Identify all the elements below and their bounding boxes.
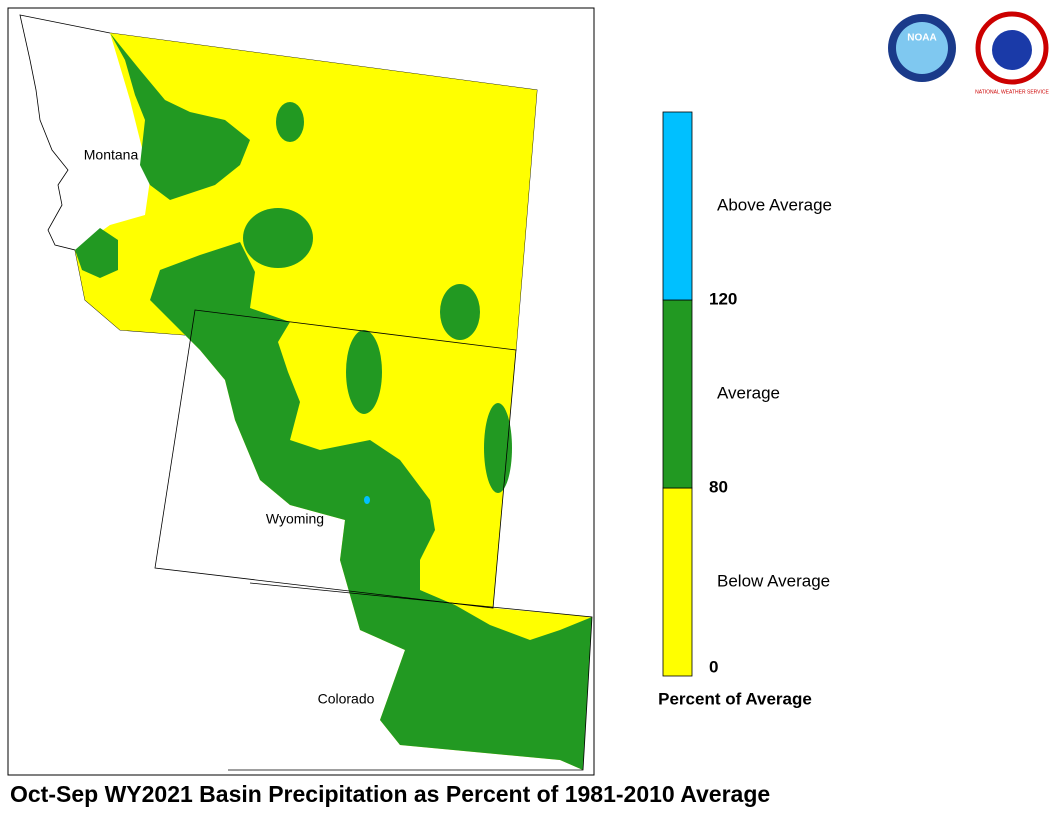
average-area: [484, 403, 512, 493]
legend-swatch: [662, 299, 693, 489]
average-area: [150, 242, 592, 770]
wyoming-outline: [154, 309, 517, 609]
logo-text: NOAA: [907, 33, 936, 44]
state-label: Montana: [84, 147, 139, 163]
legend-swatch: [662, 487, 693, 677]
logo-text: NATIONAL WEATHER SERVICE: [975, 89, 1049, 95]
average-area: [243, 208, 313, 268]
above-average-area: [364, 496, 370, 504]
legend-tick-label: 80: [709, 477, 728, 496]
legend-tick-label: 120: [709, 289, 737, 308]
map: Montana Wyoming Colorado: [7, 7, 595, 776]
average-areas: [75, 33, 592, 770]
logos: NOAA NATIONAL WEATHER SERVICE: [888, 11, 1050, 95]
state-label: Colorado: [318, 691, 375, 707]
legend-tick-label: 0: [709, 657, 718, 676]
legend-label: Average: [717, 383, 780, 402]
average-area: [110, 33, 250, 200]
legend-swatch: [662, 111, 693, 301]
average-area: [346, 330, 382, 414]
legend: Percent of Average Below Average Average A…: [658, 111, 832, 708]
average-area: [440, 284, 480, 340]
legend-title: Percent of Average: [658, 689, 812, 708]
legend-label: Above Average: [717, 195, 832, 214]
below-average-area: [75, 33, 592, 770]
noaa-logo-inner: [896, 22, 948, 74]
legend-label: Below Average: [717, 571, 830, 590]
colorado-outline: [228, 582, 593, 771]
page-title: Oct-Sep WY2021 Basin Precipitation as Pe…: [10, 781, 770, 807]
average-area: [75, 228, 118, 278]
average-area: [276, 102, 304, 142]
nws-logo-inner: [992, 30, 1032, 70]
state-label: Wyoming: [266, 511, 324, 527]
